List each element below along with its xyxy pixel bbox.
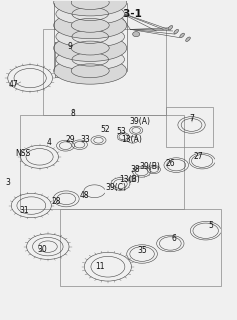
- Ellipse shape: [54, 35, 127, 61]
- Ellipse shape: [71, 18, 109, 32]
- Text: 29: 29: [65, 135, 75, 144]
- Text: 28: 28: [51, 197, 61, 206]
- Text: 13(A): 13(A): [121, 135, 142, 144]
- Ellipse shape: [54, 12, 127, 39]
- Text: 53: 53: [116, 127, 126, 136]
- Text: 47: 47: [9, 80, 18, 89]
- Ellipse shape: [180, 33, 184, 38]
- Text: 3: 3: [5, 178, 10, 187]
- Text: 31: 31: [19, 206, 29, 215]
- Ellipse shape: [133, 32, 140, 37]
- Ellipse shape: [56, 49, 125, 70]
- Ellipse shape: [71, 41, 109, 55]
- Text: 38: 38: [130, 165, 140, 174]
- Text: 11: 11: [95, 262, 105, 271]
- Text: 39(C): 39(C): [106, 183, 127, 192]
- Text: 39(B): 39(B): [140, 162, 161, 171]
- Text: 26: 26: [165, 159, 175, 168]
- Text: 7: 7: [189, 114, 194, 123]
- Ellipse shape: [54, 57, 127, 84]
- Ellipse shape: [54, 0, 127, 16]
- Text: 13(B): 13(B): [119, 175, 140, 184]
- Ellipse shape: [71, 64, 109, 78]
- Ellipse shape: [56, 3, 125, 25]
- Text: 6: 6: [171, 234, 176, 243]
- Ellipse shape: [174, 29, 178, 34]
- Ellipse shape: [168, 26, 173, 30]
- Ellipse shape: [71, 0, 109, 10]
- Text: 48: 48: [80, 190, 89, 200]
- Text: NSS: NSS: [15, 149, 31, 158]
- Text: 39(A): 39(A): [129, 117, 150, 126]
- Text: ATM-3-1: ATM-3-1: [95, 9, 142, 19]
- Ellipse shape: [186, 37, 190, 42]
- Text: 33: 33: [81, 135, 90, 144]
- Ellipse shape: [129, 177, 136, 182]
- Text: 9: 9: [68, 42, 73, 52]
- Text: 4: 4: [46, 138, 51, 147]
- Text: 52: 52: [101, 125, 110, 134]
- Text: 27: 27: [194, 152, 203, 161]
- Text: 5: 5: [208, 221, 213, 230]
- Ellipse shape: [56, 26, 125, 47]
- Text: 35: 35: [137, 246, 147, 255]
- Text: 30: 30: [37, 245, 47, 254]
- Text: 8: 8: [70, 109, 75, 118]
